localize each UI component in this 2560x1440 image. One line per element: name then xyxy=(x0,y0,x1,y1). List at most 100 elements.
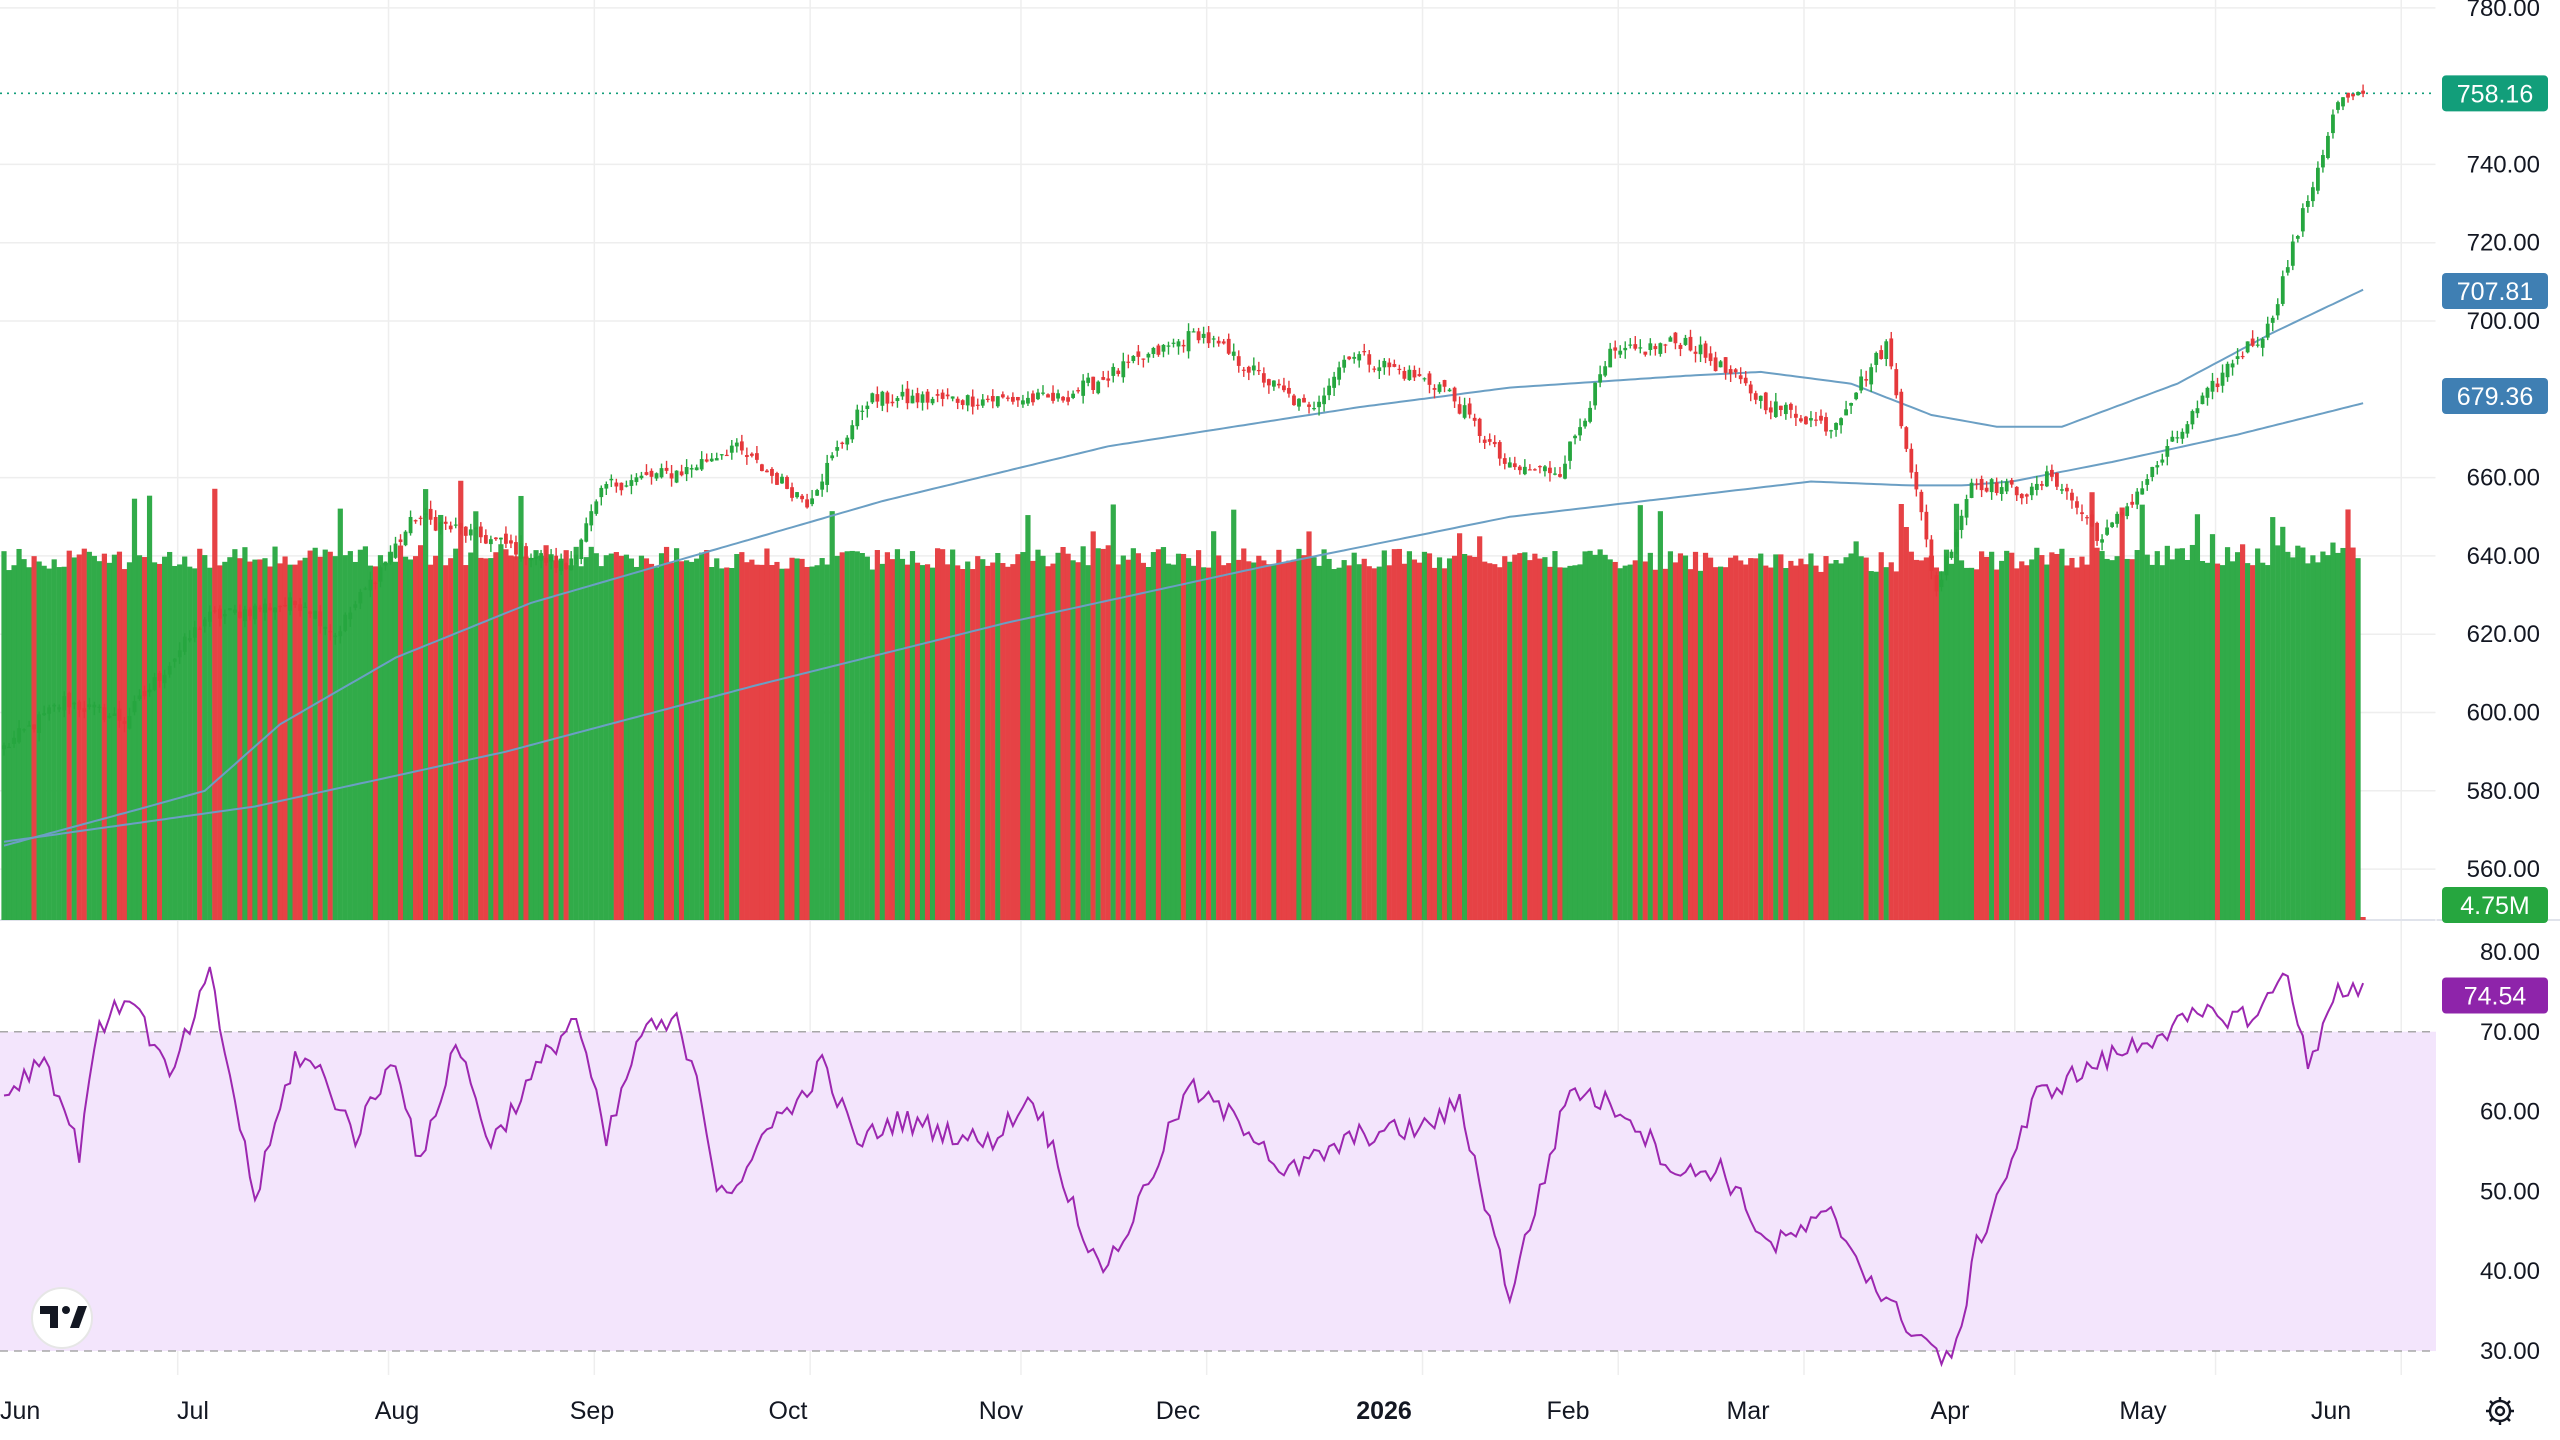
candle xyxy=(1372,366,1377,373)
candle-body xyxy=(1824,417,1828,432)
candle xyxy=(1989,478,1994,500)
candle-body xyxy=(1783,404,1788,415)
volume-bar xyxy=(1863,557,1869,920)
volume-bar xyxy=(2219,565,2226,920)
volume-bar xyxy=(1838,563,1844,920)
candle-body xyxy=(699,459,704,470)
volume-bar xyxy=(1095,548,1101,920)
candle xyxy=(463,526,468,543)
candle-body xyxy=(1106,378,1111,381)
candle-body xyxy=(1076,390,1081,392)
candle-body xyxy=(1683,337,1688,345)
volume-bar xyxy=(1933,567,1940,920)
settings-gear-icon[interactable] xyxy=(2486,1397,2514,1425)
candle xyxy=(704,453,709,463)
candle-body xyxy=(2054,472,2059,487)
candle-body xyxy=(594,501,599,514)
rsi-axis[interactable]: 80.00 70.00 60.00 50.00 40.00 30.00 xyxy=(2480,939,2540,1365)
candle-body xyxy=(960,400,965,406)
candle-body xyxy=(880,391,885,406)
candle xyxy=(2110,521,2115,529)
volume-bar xyxy=(1642,561,1648,920)
candle xyxy=(499,537,503,545)
candle xyxy=(1056,389,1060,402)
candle-body xyxy=(1407,369,1412,380)
candle xyxy=(72,701,77,710)
price-tick-label: 580.00 xyxy=(2467,778,2540,805)
candle-body xyxy=(1768,407,1773,413)
candle-body xyxy=(1327,385,1331,396)
volume-bar xyxy=(387,551,394,920)
candle xyxy=(1984,481,1989,493)
candle xyxy=(1447,387,1452,392)
volume-bar xyxy=(1110,504,1116,920)
volume-bar xyxy=(2224,547,2231,920)
candle xyxy=(1397,364,1402,375)
candle xyxy=(694,464,699,471)
volume-bar xyxy=(2214,563,2221,920)
volume-bar xyxy=(1301,555,1307,920)
candle xyxy=(1543,465,1547,477)
volume-bar xyxy=(1221,565,1227,920)
volume-bar xyxy=(1577,564,1583,920)
volume-bar xyxy=(2119,507,2125,920)
price-axis[interactable]: 780.00 740.00 720.00 700.00 660.00 640.00 620.… xyxy=(2467,0,2540,883)
candle-body xyxy=(734,442,739,447)
volume-bar xyxy=(844,551,850,920)
candle xyxy=(2195,400,2200,418)
candle xyxy=(1241,367,1246,377)
volume-bar xyxy=(1632,560,1638,920)
candle-body xyxy=(669,473,674,479)
candle xyxy=(564,562,569,570)
candle-body xyxy=(1487,439,1492,442)
candle xyxy=(1512,456,1517,470)
candle-body xyxy=(1036,392,1040,400)
candle xyxy=(724,449,729,457)
volume-bar xyxy=(1948,563,1955,920)
candle-body xyxy=(1643,351,1648,355)
candle xyxy=(1824,412,1828,436)
candle xyxy=(107,713,112,719)
volume-bar xyxy=(864,556,870,920)
candle-body xyxy=(1206,332,1211,344)
volume-bar xyxy=(744,562,750,920)
candle-body xyxy=(1718,361,1723,368)
candle-body xyxy=(925,391,930,403)
candle xyxy=(1864,370,1869,387)
candle xyxy=(132,695,137,716)
candle-body xyxy=(1864,379,1869,381)
candle-body xyxy=(1010,396,1015,402)
candle-body xyxy=(1904,427,1909,449)
candle xyxy=(263,598,267,621)
volume-bar xyxy=(533,550,539,920)
time-axis[interactable]: Jun Jul Aug Sep Oct Nov Dec 2026 Feb Mar Apr May Jun xyxy=(0,1397,2351,1425)
volume-bar xyxy=(292,564,298,920)
volume-bar xyxy=(1386,565,1392,920)
candle xyxy=(1005,395,1010,402)
candle-body xyxy=(1653,346,1658,350)
candle xyxy=(1507,457,1512,468)
tradingview-logo[interactable] xyxy=(31,1287,93,1349)
candle-body xyxy=(1026,397,1030,404)
candle-body xyxy=(1979,478,1984,491)
volume-bar xyxy=(919,565,926,920)
candle xyxy=(509,534,513,549)
candle xyxy=(1031,390,1035,406)
volume-bar xyxy=(934,548,941,920)
volume-bar xyxy=(232,549,238,920)
volume-bar xyxy=(96,561,102,920)
candle-body xyxy=(990,395,995,402)
candle-body xyxy=(584,523,589,542)
candle-body xyxy=(1161,344,1166,352)
candle xyxy=(765,469,769,473)
candle-body xyxy=(1287,387,1291,394)
candle xyxy=(539,549,543,569)
volume-bar xyxy=(839,552,845,920)
candle xyxy=(1964,494,1969,526)
volume-bar xyxy=(2069,557,2075,920)
candle-body xyxy=(323,627,328,629)
candle-body xyxy=(800,495,804,500)
time-tick-label: Mar xyxy=(1726,1397,1769,1425)
volume-bar xyxy=(2109,560,2115,920)
